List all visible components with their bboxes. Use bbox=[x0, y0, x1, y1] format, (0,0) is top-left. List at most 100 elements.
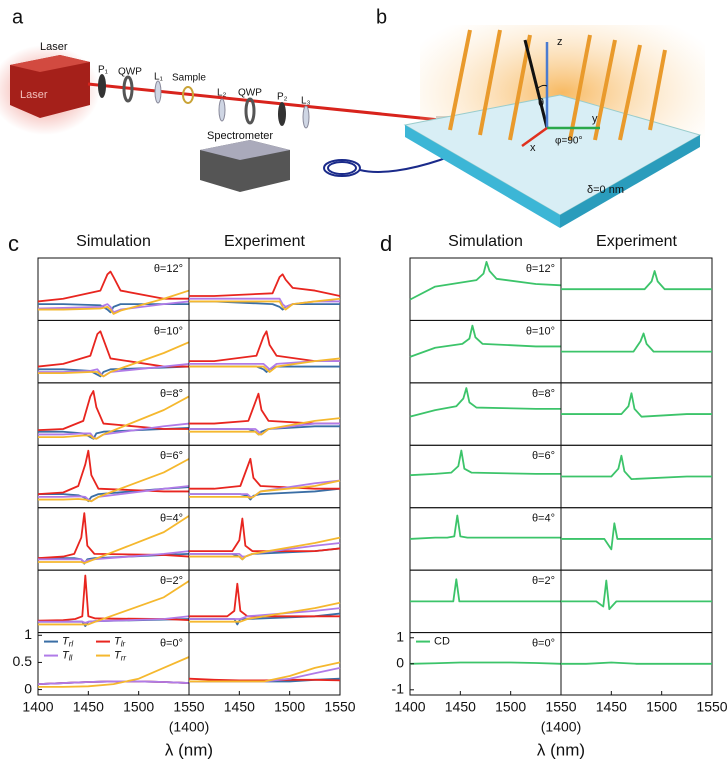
legend-name: T bbox=[114, 635, 122, 647]
legend-subscript: rr bbox=[121, 654, 127, 663]
diagram-label: δ=0 nm bbox=[587, 184, 624, 196]
y-tick-label: -1 bbox=[392, 681, 405, 697]
data-line bbox=[38, 458, 190, 503]
data-line bbox=[189, 601, 341, 623]
panel-label: c bbox=[8, 231, 19, 256]
diagram-label: QWP bbox=[238, 88, 262, 99]
legend-label: Trr bbox=[114, 649, 126, 662]
row-label: θ=2° bbox=[532, 575, 555, 587]
diagram-label: QWP bbox=[118, 67, 142, 78]
data-line bbox=[410, 578, 561, 603]
diagram-label: z bbox=[557, 36, 563, 48]
row-label: θ=12° bbox=[526, 263, 555, 275]
data-line bbox=[37, 574, 190, 622]
legend-name: CD bbox=[434, 635, 450, 647]
data-line bbox=[409, 514, 561, 540]
data-line bbox=[37, 390, 189, 431]
row-label: θ=6° bbox=[160, 450, 183, 462]
data-line bbox=[38, 550, 190, 563]
qwp bbox=[122, 75, 134, 103]
legend-subscript: lr bbox=[121, 640, 126, 649]
data-line bbox=[37, 512, 190, 560]
data-line bbox=[561, 392, 712, 418]
row-label: θ=10° bbox=[154, 325, 183, 337]
legend-subscript: rl bbox=[69, 640, 74, 649]
x-axis bbox=[521, 126, 548, 148]
data-line bbox=[189, 661, 341, 683]
data-line bbox=[189, 457, 340, 490]
x-tick-label: 1550 bbox=[545, 699, 576, 715]
row-label: θ=8° bbox=[532, 388, 555, 400]
diagram-label: Sample bbox=[172, 73, 206, 84]
data-line bbox=[189, 330, 340, 363]
data-line bbox=[561, 522, 712, 551]
data-line bbox=[38, 656, 190, 688]
lens bbox=[302, 105, 310, 129]
data-line bbox=[189, 582, 340, 618]
data-line bbox=[189, 542, 341, 558]
data-line bbox=[189, 300, 340, 311]
data-line bbox=[38, 341, 190, 378]
data-line bbox=[189, 357, 341, 373]
diagram-label: φ=90° bbox=[555, 136, 582, 147]
diagram-label: P₁ bbox=[98, 65, 109, 76]
data-line bbox=[561, 661, 712, 665]
row-label: θ=0° bbox=[532, 637, 555, 649]
fiber-coil bbox=[327, 161, 357, 175]
panel-label: d bbox=[380, 231, 392, 256]
y-tick-label: 0 bbox=[396, 654, 404, 670]
data-line bbox=[189, 392, 340, 425]
data-line bbox=[409, 387, 561, 418]
laser-beam bbox=[87, 82, 441, 122]
data-line bbox=[409, 324, 561, 358]
plot-frame bbox=[188, 257, 341, 321]
x-tick-label: 1550 bbox=[696, 699, 727, 715]
substrate-side bbox=[560, 135, 700, 228]
lens bbox=[218, 98, 226, 122]
legend-label: Trl bbox=[62, 635, 73, 648]
data-line bbox=[38, 362, 190, 378]
diagram-label: Laser bbox=[20, 89, 48, 101]
x-tick-label: 1500 bbox=[646, 699, 677, 715]
fiber-coil bbox=[323, 159, 361, 177]
metasurface-diagram bbox=[403, 25, 705, 228]
data-line bbox=[38, 615, 190, 624]
data-line bbox=[188, 677, 341, 682]
data-line bbox=[189, 607, 341, 620]
plot-frame bbox=[188, 507, 341, 571]
data-line bbox=[561, 270, 712, 291]
plot-frame bbox=[188, 632, 341, 696]
row-label: θ=0° bbox=[160, 637, 183, 649]
x-axis-label: λ (nm) bbox=[165, 740, 213, 759]
x-tick-label: 1450 bbox=[224, 699, 255, 715]
plot-frame bbox=[188, 569, 341, 634]
x-tick-label: 1500 bbox=[123, 699, 154, 715]
data-line bbox=[409, 661, 562, 665]
x-tick-label: 1450 bbox=[596, 699, 627, 715]
column-title: Experiment bbox=[596, 233, 677, 250]
legend-name: T bbox=[114, 649, 122, 661]
data-line bbox=[189, 422, 340, 436]
data-line bbox=[37, 330, 189, 368]
x-tick-label: 1550 bbox=[173, 699, 204, 715]
lens bbox=[154, 80, 162, 104]
legend-name: T bbox=[62, 635, 70, 647]
data-line bbox=[37, 680, 190, 686]
data-line bbox=[189, 479, 341, 499]
data-line bbox=[189, 536, 341, 561]
row-label: θ=2° bbox=[160, 575, 183, 587]
x-tick-label: 1500 bbox=[495, 699, 526, 715]
y-tick-label: 1 bbox=[24, 626, 32, 642]
plot-frame bbox=[188, 444, 341, 509]
data-line bbox=[37, 270, 189, 303]
row-label: θ=4° bbox=[160, 513, 183, 525]
data-line bbox=[409, 449, 561, 477]
data-line bbox=[38, 289, 190, 315]
data-line bbox=[189, 273, 341, 297]
legend-label: CD bbox=[434, 635, 450, 647]
column-title: Experiment bbox=[224, 233, 305, 250]
diagram-label: y bbox=[592, 113, 598, 125]
legend-name: T bbox=[62, 649, 70, 661]
x-tick-label: (1400) bbox=[169, 719, 209, 735]
y-tick-label: 1 bbox=[396, 628, 404, 644]
